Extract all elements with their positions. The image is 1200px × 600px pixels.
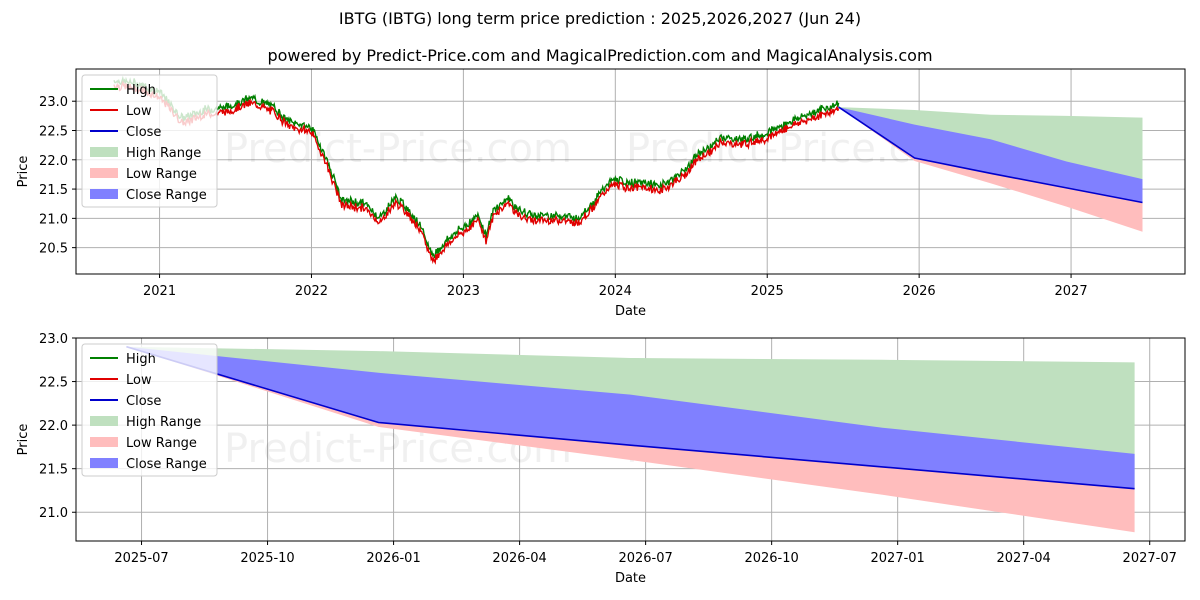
- legend-swatch-patch: [90, 416, 118, 426]
- low-range-band: [838, 107, 1143, 232]
- x-tick-label: 2027-07: [1123, 551, 1177, 566]
- high-series-line: [113, 75, 840, 259]
- axes-frame: [75, 337, 1186, 542]
- legend-label: High: [126, 83, 156, 98]
- x-tick-label: 2027-01: [871, 551, 925, 566]
- x-tick-label: 2021: [143, 284, 176, 299]
- y-axis-label: Price: [16, 156, 31, 188]
- y-tick-label: 21.0: [39, 212, 68, 227]
- y-axis-label: Price: [16, 424, 31, 456]
- x-tick-label: 2027-04: [997, 551, 1051, 566]
- axes-frame: [75, 68, 1186, 275]
- x-axis-label: Date: [615, 571, 646, 586]
- y-tick-label: 23.0: [39, 95, 68, 110]
- legend-label: High: [126, 352, 156, 367]
- legend-swatch-patch: [90, 437, 118, 447]
- legend: High Low Close High Range Low Range Close Ran…: [81, 74, 218, 208]
- legend-label: Close Range: [126, 457, 207, 472]
- legend-label: Low: [126, 104, 152, 119]
- y-tick-label: 22.0: [39, 419, 68, 434]
- legend-swatch-patch: [90, 458, 118, 468]
- close-series-line: [126, 345, 1135, 490]
- y-tick-label: 23.0: [39, 332, 68, 347]
- x-tick-label: 2022: [295, 284, 328, 299]
- legend-label: Low Range: [126, 436, 197, 451]
- watermark-text: Predict-Price.com: [224, 126, 572, 172]
- y-tick-label: 22.5: [39, 376, 68, 391]
- x-tick-label: 2027: [1055, 284, 1088, 299]
- legend-label: High Range: [126, 415, 201, 430]
- x-tick-label: 2026: [903, 284, 936, 299]
- y-tick-label: 21.5: [39, 183, 68, 198]
- plot-area: Predict-Price.com Predict-Price.com Predic…: [113, 75, 1143, 322]
- legend-label: Close: [126, 394, 161, 409]
- y-tick-label: 21.5: [39, 463, 68, 478]
- x-tick-label: 2024: [599, 284, 632, 299]
- x-tick-label: 2023: [447, 284, 480, 299]
- y-tick-label: 22.5: [39, 125, 68, 140]
- x-tick-label: 2026-04: [492, 551, 546, 566]
- x-tick-label: 2025: [751, 284, 784, 299]
- x-tick-label: 2025-07: [114, 551, 168, 566]
- legend-swatch-patch: [90, 189, 118, 199]
- y-tick-label: 21.0: [39, 506, 68, 521]
- close-series-line: [838, 106, 1143, 204]
- x-tick-label: 2026-10: [744, 551, 798, 566]
- top-chart-panel: Predict-Price.com Predict-Price.com Predic…: [16, 68, 1186, 322]
- legend: High Low Close High Range Low Range Close Ran…: [81, 343, 218, 477]
- low-range-band: [126, 346, 1135, 533]
- x-tick-label: 2026-07: [618, 551, 672, 566]
- x-axis-label: Date: [615, 304, 646, 319]
- legend-label: Low Range: [126, 167, 197, 182]
- x-tick-label: 2026-01: [366, 551, 420, 566]
- watermark-text: Predict-Price.com: [224, 276, 572, 322]
- legend-swatch-patch: [90, 168, 118, 178]
- legend-label: Close: [126, 125, 161, 140]
- y-tick-label: 20.5: [39, 242, 68, 257]
- close-range-band: [838, 107, 1143, 203]
- low-series-line: [113, 80, 840, 265]
- watermark-text: Predict-Price.com: [626, 276, 974, 322]
- chart-subtitle: powered by Predict-Price.com and Magical…: [267, 46, 933, 65]
- y-tick-label: 22.0: [39, 154, 68, 169]
- close-range-band: [126, 346, 1135, 489]
- legend-label: High Range: [126, 146, 201, 161]
- legend-label: Low: [126, 373, 152, 388]
- chart-title: IBTG (IBTG) long term price prediction :…: [338, 9, 862, 28]
- legend-label: Close Range: [126, 188, 207, 203]
- legend-swatch-patch: [90, 147, 118, 157]
- x-tick-label: 2025-10: [240, 551, 294, 566]
